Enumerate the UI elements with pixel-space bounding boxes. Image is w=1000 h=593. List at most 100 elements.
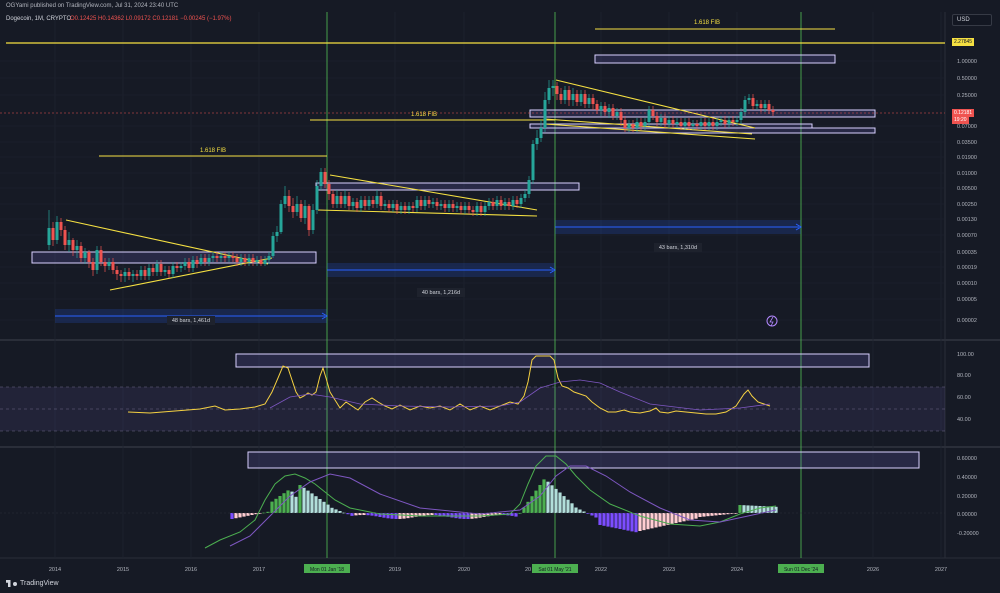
candle-body	[763, 104, 767, 108]
candle-body	[119, 274, 123, 276]
candle-body	[195, 260, 199, 264]
price-pane[interactable]	[0, 12, 945, 339]
date-range-label: 43 bars, 1,310d	[659, 245, 697, 251]
fib-label: 1.618 FIB	[200, 148, 226, 154]
macd-histogram-bar	[378, 513, 382, 517]
candle-body	[371, 200, 375, 204]
candle-body	[95, 250, 99, 270]
macd-histogram-bar	[546, 481, 550, 513]
candle-body	[575, 94, 579, 102]
candle-body	[739, 112, 743, 120]
candle-body	[571, 94, 575, 100]
candle-body	[599, 106, 603, 110]
candle-body	[671, 120, 675, 124]
tradingview-icon	[6, 580, 11, 587]
macd-histogram-bar	[698, 513, 702, 517]
macd-histogram-bar	[258, 513, 262, 514]
candle-body	[399, 206, 403, 210]
macd-histogram-bar	[686, 513, 690, 521]
candle-body	[127, 272, 131, 276]
candle-body	[271, 236, 275, 256]
candle-body	[327, 184, 331, 194]
trend-line	[544, 123, 756, 140]
macd-histogram-bar	[538, 485, 542, 513]
time-tick-label: 2023	[663, 567, 675, 573]
candle-body	[447, 204, 451, 208]
fib-label: 1.618 FIB	[411, 112, 437, 118]
macd-histogram-bar	[562, 496, 566, 513]
candle-body	[507, 202, 511, 206]
candle-body	[263, 260, 267, 264]
macd-histogram-bar	[666, 513, 670, 525]
macd-histogram-bar	[298, 485, 302, 513]
time-tick-label: 2026	[867, 567, 879, 573]
time-tick-label: 2015	[117, 567, 129, 573]
candle-body	[239, 258, 243, 262]
price-tick-label: 0.01000	[957, 171, 977, 177]
candle-body	[191, 260, 195, 268]
macd-histogram-bar	[370, 513, 374, 516]
candle-body	[51, 228, 55, 240]
candle-body	[559, 94, 563, 100]
macd-signal-line	[229, 465, 777, 547]
macd-histogram-bar	[746, 505, 750, 513]
macd-histogram-bar	[494, 513, 498, 516]
macd-histogram-bar	[534, 490, 538, 513]
price-tick-label: 0.25000	[957, 93, 977, 99]
symbol-title[interactable]: Dogecoin, 1M, CRYPTO	[6, 16, 72, 22]
macd-histogram-bar	[750, 505, 754, 513]
support-zone	[594, 54, 836, 64]
candle-body	[587, 98, 591, 104]
candle-body	[87, 252, 91, 262]
candle-body	[607, 108, 611, 112]
candle-body	[699, 122, 703, 126]
rsi-tick-label: 40.00	[957, 417, 971, 423]
candle-body	[611, 108, 615, 116]
macd-histogram-bar	[238, 513, 242, 518]
candle-body	[323, 172, 327, 184]
candle-body	[343, 196, 347, 204]
macd-histogram-bar	[490, 513, 494, 516]
macd-histogram-bar	[294, 496, 298, 513]
candle-body	[331, 194, 335, 204]
candle-body	[55, 222, 59, 240]
candle-body	[531, 144, 535, 180]
candle-body	[579, 94, 583, 102]
macd-histogram-bar	[582, 511, 586, 513]
macd-histogram-bar	[710, 513, 714, 516]
price-scale[interactable]	[945, 12, 1000, 558]
macd-histogram-bar	[610, 513, 614, 528]
rsi-pane[interactable]	[0, 342, 945, 446]
macd-histogram-bar	[314, 496, 318, 513]
time-highlight-box	[304, 564, 350, 573]
candle-body	[115, 270, 119, 274]
time-tick-label: 2020	[458, 567, 470, 573]
date-range-label-bg	[654, 243, 702, 252]
currency-button[interactable]: USD	[952, 14, 992, 26]
macd-pane[interactable]	[0, 448, 945, 558]
candle-body	[771, 110, 775, 112]
flash-icon-bolt	[769, 316, 774, 327]
candle-body	[691, 124, 695, 126]
price-tick-label: 0.00002	[957, 318, 977, 324]
price-tick-label: 0.00010	[957, 281, 977, 287]
macd-histogram-bar	[678, 513, 682, 523]
candle-body	[151, 268, 155, 272]
macd-histogram-bar	[522, 507, 526, 513]
candle-body	[135, 274, 139, 276]
macd-histogram-bar	[306, 490, 310, 513]
candle-body	[695, 124, 699, 126]
candle-body	[207, 258, 211, 262]
candle-body	[347, 196, 351, 206]
candles	[47, 80, 775, 282]
candle-body	[75, 246, 79, 250]
candle-body	[287, 196, 291, 206]
candle-body	[679, 122, 683, 126]
date-range-label: 40 bars, 1,216d	[422, 290, 460, 296]
macd-histogram-bar	[714, 513, 718, 516]
candle-body	[723, 120, 727, 124]
candle-body	[63, 230, 67, 245]
tradingview-logo[interactable]: TradingView	[6, 580, 59, 587]
